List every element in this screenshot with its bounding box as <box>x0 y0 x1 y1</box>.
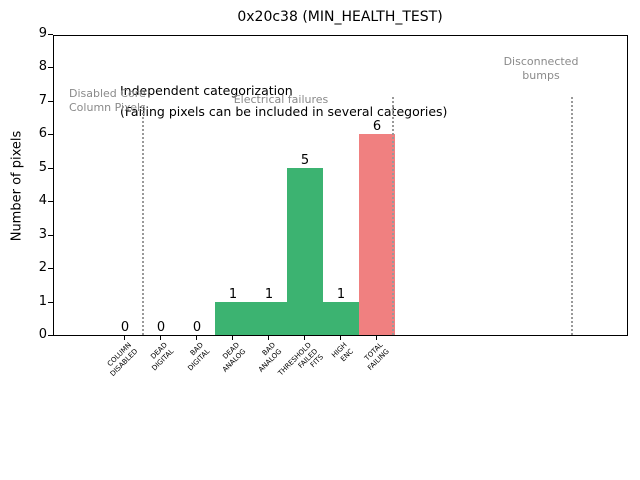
bar-total-failing <box>359 134 395 335</box>
y-tick-label: 9 <box>38 26 47 41</box>
y-tick-label: 0 <box>38 327 47 342</box>
y-tick-mark <box>48 134 53 136</box>
y-axis-label: Number of pixels <box>9 130 25 242</box>
bar-value-label: 1 <box>336 286 346 302</box>
y-tick-mark <box>48 201 53 203</box>
chart-title: 0x20c38 (MIN_HEALTH_TEST) <box>237 9 443 25</box>
x-tick-label-threshold-failed-fits: THRESHOLD FAILED FITS <box>276 341 325 378</box>
x-tick-mark <box>340 336 341 340</box>
x-tick-mark <box>376 336 377 340</box>
y-tick-label: 4 <box>38 193 47 209</box>
annotation-line-2: (Failing pixels can be included in sever… <box>120 104 448 119</box>
y-tick-label: 8 <box>38 59 47 75</box>
bar-value-label: 0 <box>156 320 166 335</box>
x-tick-label-total-failing: TOTAL FAILING <box>363 341 391 372</box>
y-tick-mark <box>48 234 53 236</box>
bar-value-label: 6 <box>372 119 382 135</box>
x-tick-mark <box>196 336 197 340</box>
bar-value-label: 5 <box>300 152 310 168</box>
bar-value-label: 1 <box>264 286 274 302</box>
y-tick-mark <box>48 67 53 69</box>
y-tick-label: 5 <box>38 159 47 175</box>
section-separator-line <box>392 97 394 335</box>
y-tick-label: 1 <box>38 293 47 309</box>
bar-value-label: 1 <box>228 286 238 302</box>
section-label: Disconnected bumps <box>503 55 579 82</box>
y-tick-mark <box>48 100 53 102</box>
bar-value-label: 0 <box>192 320 202 335</box>
bar-dead-analog <box>215 302 251 335</box>
x-tick-label-dead-digital: DEAD DIGITAL <box>148 341 175 373</box>
bar-value-label: 0 <box>120 320 130 335</box>
x-tick-mark <box>304 336 305 340</box>
y-tick-mark <box>48 268 53 270</box>
y-tick-label: 6 <box>38 126 47 142</box>
section-separator-line <box>571 97 573 335</box>
section-label: Electrical failures <box>233 93 329 106</box>
x-tick-label-column-disabled: COLUMN DISABLED <box>105 341 139 378</box>
x-tick-mark <box>232 336 233 340</box>
x-tick-mark <box>268 336 269 340</box>
y-tick-mark <box>48 167 53 169</box>
y-tick-mark <box>48 301 53 303</box>
bar-high-enc <box>323 302 359 335</box>
y-tick-label: 7 <box>38 92 47 108</box>
section-label: Disabled Core Column Pixels <box>69 87 146 114</box>
y-tick-mark <box>48 34 53 35</box>
x-tick-label-high-enc: HIGH ENC <box>330 341 355 363</box>
section-separator-line <box>142 113 144 335</box>
bar-threshold-failed-fits <box>287 168 323 335</box>
x-tick-mark <box>124 336 125 340</box>
x-tick-mark <box>160 336 161 340</box>
y-tick-label: 2 <box>38 260 47 276</box>
y-tick-mark <box>48 335 53 336</box>
x-tick-label-bad-digital: BAD DIGITAL <box>185 341 211 373</box>
annotation-line-1: Independent categorization <box>120 83 293 98</box>
x-tick-label-dead-analog: DEAD ANALOG <box>220 341 247 374</box>
plot-area: Independent categorization (Failing pixe… <box>53 35 628 336</box>
bar-bad-analog <box>251 302 287 335</box>
y-tick-label: 3 <box>38 226 47 242</box>
